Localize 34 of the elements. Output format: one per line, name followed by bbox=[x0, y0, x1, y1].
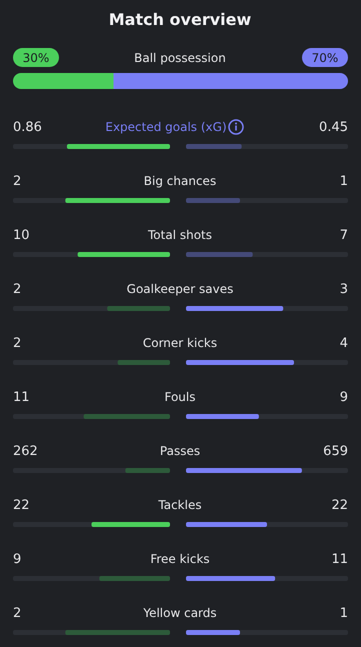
category-label: Expected goals (xG) bbox=[105, 120, 227, 134]
data-label: 2 bbox=[13, 606, 22, 621]
category-label: Passes bbox=[160, 444, 200, 458]
data-label: 4 bbox=[340, 336, 348, 351]
data-label: 11 bbox=[331, 552, 348, 567]
data-label: 1 bbox=[340, 606, 348, 621]
data-label: 7 bbox=[340, 228, 348, 243]
category-label: Total shots bbox=[147, 228, 212, 242]
text: Match overview bbox=[108, 10, 252, 29]
data-label: 22 bbox=[331, 498, 348, 513]
data-label: 2 bbox=[13, 282, 22, 297]
data-label: 70% bbox=[312, 51, 338, 65]
data-label: 9 bbox=[340, 390, 348, 405]
data-label: 659 bbox=[323, 444, 348, 459]
data-label: 22 bbox=[13, 498, 30, 513]
category-label: Yellow cards bbox=[142, 606, 217, 620]
data-label: 262 bbox=[13, 444, 38, 459]
data-label: 11 bbox=[13, 390, 30, 405]
data-label: 9 bbox=[13, 552, 22, 567]
data-label: 0.86 bbox=[13, 120, 42, 135]
category-label: Big chances bbox=[144, 174, 216, 188]
data-label: 2 bbox=[13, 336, 22, 351]
category-label: Ball possession bbox=[134, 51, 226, 65]
data-label: 1 bbox=[340, 174, 348, 189]
category-label: Corner kicks bbox=[142, 336, 218, 350]
category-label: Goalkeeper saves bbox=[126, 282, 234, 296]
data-label: 2 bbox=[13, 174, 22, 189]
category-label: Free kicks bbox=[150, 552, 210, 566]
data-label: 3 bbox=[340, 282, 348, 297]
data-label: 30% bbox=[22, 51, 50, 65]
data-label: 10 bbox=[13, 228, 30, 243]
category-label: Tackles bbox=[157, 498, 202, 512]
category-label: Fouls bbox=[164, 390, 196, 404]
data-label: 0.45 bbox=[319, 120, 348, 135]
